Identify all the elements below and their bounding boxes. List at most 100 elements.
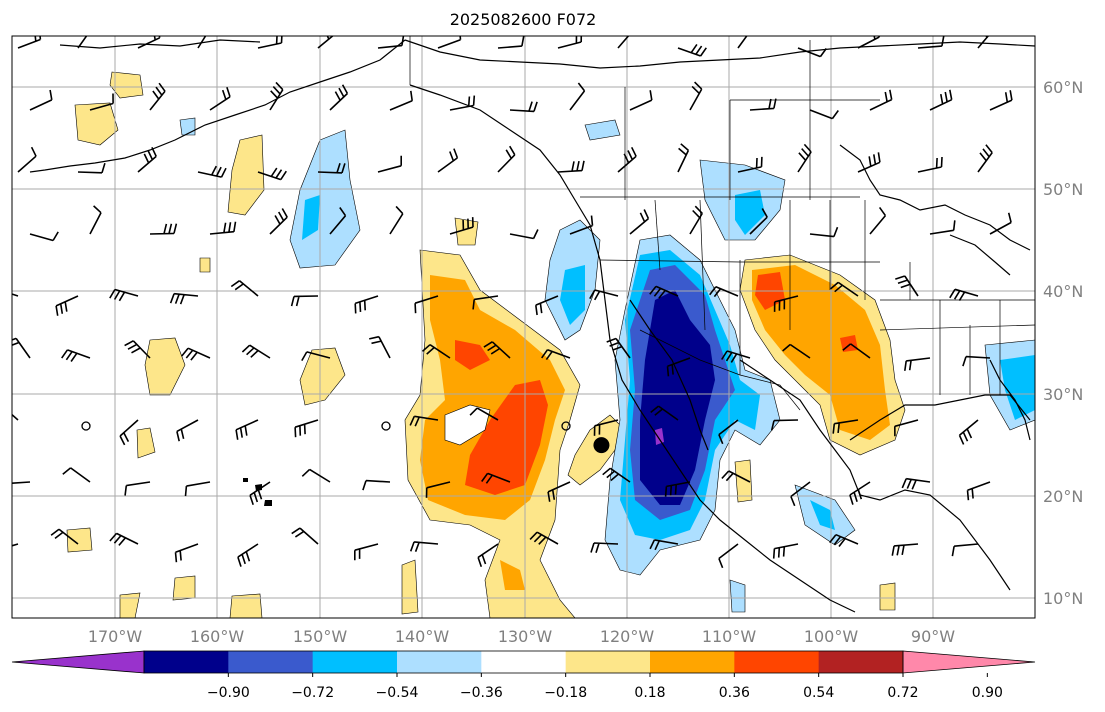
- lon-label: 90°W: [911, 627, 955, 646]
- graticule: [12, 36, 1035, 618]
- lon-label: 130°W: [498, 627, 553, 646]
- wind-barb: [12, 481, 31, 485]
- wind-barb: [721, 470, 751, 483]
- calm-wind-markers: [81, 421, 571, 431]
- lon-label: 150°W: [293, 627, 348, 646]
- wind-barb: [294, 419, 319, 438]
- wind-barb: [929, 89, 953, 111]
- calm-marker: [381, 421, 391, 431]
- wind-barb: [89, 205, 102, 235]
- wind-barb: [770, 419, 799, 431]
- negative-anomaly-region-pacific-north: [289, 129, 361, 269]
- lon-label: 120°W: [600, 627, 655, 646]
- lat-label: 60°N: [1043, 78, 1083, 97]
- lon-label: 100°W: [804, 627, 859, 646]
- lon-label: 170°W: [88, 627, 143, 646]
- calm-marker: [81, 421, 91, 431]
- wind-barb: [290, 295, 319, 307]
- colorbar-segment: [565, 651, 651, 673]
- colorbar-segment: [228, 651, 314, 673]
- wind-barb: [269, 81, 284, 111]
- wind-barb: [869, 89, 893, 111]
- wind-barb: [12, 543, 19, 547]
- colorbar-segment: [734, 651, 820, 673]
- colorbar-tick-label: 0.36: [719, 685, 750, 701]
- lat-label: 20°N: [1043, 487, 1083, 506]
- wind-barb: [29, 231, 59, 242]
- wind-barb: [497, 36, 525, 49]
- wind-barb: [291, 527, 319, 545]
- wind-barb: [409, 415, 439, 427]
- wind-barb: [119, 419, 139, 446]
- wind-barb: [389, 90, 413, 111]
- lon-label: 140°W: [395, 627, 450, 646]
- wind-barb: [181, 347, 211, 361]
- wind-barb: [481, 472, 511, 484]
- wind-barb: [557, 160, 585, 173]
- wind-barb: [29, 89, 53, 111]
- wind-barb: [749, 98, 777, 111]
- wind-barb: [904, 357, 931, 371]
- colorbar-extend-low: [11, 650, 145, 674]
- wind-barb: [77, 36, 88, 49]
- wind-barb: [749, 208, 768, 235]
- wind-barb: [209, 221, 237, 235]
- colorbar: [11, 650, 1036, 674]
- wind-barb: [61, 349, 91, 362]
- wind-barb: [829, 533, 859, 547]
- wind-barb: [989, 90, 1013, 111]
- wind-barb: [425, 481, 451, 498]
- wind-barb: [782, 343, 811, 359]
- wind-barb: [472, 295, 499, 310]
- wind-barb: [569, 215, 594, 235]
- wind-barb: [737, 36, 748, 49]
- wind-barb: [369, 335, 391, 359]
- wind-barb: [483, 341, 511, 359]
- wind-barb: [709, 286, 739, 298]
- storm-center-marker: [593, 437, 610, 454]
- negative-anomaly-region-mexico: [729, 339, 1035, 613]
- wind-barb: [797, 143, 812, 173]
- wind-barb: [257, 36, 283, 49]
- wind-barb: [832, 419, 859, 434]
- wind-barb: [209, 87, 231, 111]
- wind-barb: [677, 143, 690, 173]
- wind-barb: [301, 468, 331, 483]
- colorbar-segment: [481, 651, 567, 673]
- wind-barb: [176, 419, 199, 442]
- wind-barb: [89, 93, 114, 111]
- wind-barb: [77, 162, 106, 174]
- wind-barbs: [12, 36, 1013, 569]
- wind-barb: [317, 36, 334, 49]
- colorbar-tick-label: −0.54: [376, 685, 419, 701]
- lon-label: 110°W: [702, 627, 757, 646]
- latitude-labels: 60°N 50°N 40°N 30°N 20°N 10°N: [1043, 78, 1083, 608]
- wind-barb: [354, 295, 379, 314]
- wind-barb: [895, 275, 919, 297]
- wind-barb: [257, 167, 287, 181]
- wind-barb: [589, 289, 619, 301]
- wind-barb: [664, 481, 691, 497]
- wind-barb: [917, 36, 945, 49]
- colorbar-tick-label: 0.54: [803, 685, 834, 701]
- wind-barb: [509, 101, 538, 113]
- wind-barb: [317, 162, 346, 174]
- wind-barb: [901, 477, 931, 490]
- wind-barb: [509, 229, 539, 240]
- wind-barb: [469, 407, 499, 421]
- wind-barb: [689, 205, 703, 235]
- wind-barb: [12, 337, 31, 359]
- wind-barb: [541, 348, 571, 361]
- wind-barb: [650, 405, 679, 421]
- colorbar-extend-high: [902, 650, 1036, 674]
- lat-label: 10°N: [1043, 589, 1083, 608]
- colorbar-tick-label: −0.72: [291, 685, 334, 701]
- wind-barb: [958, 419, 979, 445]
- wind-barb: [197, 165, 227, 178]
- colorbar-segment: [650, 651, 735, 673]
- wind-barb: [809, 226, 839, 238]
- wind-barb: [772, 543, 799, 559]
- colorbar-tick-label: −0.18: [544, 685, 587, 701]
- wind-barb: [174, 543, 199, 563]
